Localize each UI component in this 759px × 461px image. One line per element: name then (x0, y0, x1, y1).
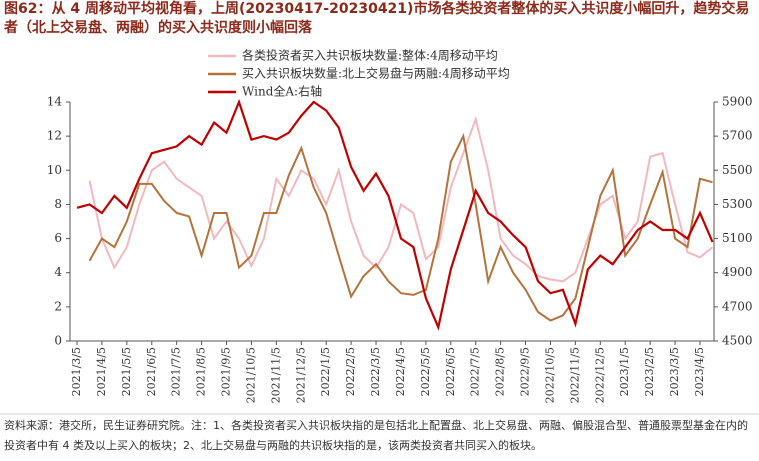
x-tick-label: 2021/4/5 (95, 347, 108, 396)
x-tick-label: 2021/10/5 (244, 347, 257, 403)
x-tick-label: 2022/12/5 (593, 347, 606, 403)
x-tick-label: 2021/6/5 (145, 347, 158, 396)
x-tick-label: 2021/8/5 (195, 347, 208, 396)
y2-tick-label: 5500 (722, 163, 753, 177)
legend-label: Wind全A:右轴 (242, 84, 322, 99)
chart-title: 图62：从 4 周移动平均视角看，上周(20230417-20230421)市场… (4, 1, 750, 36)
y-tick-label: 8 (54, 197, 62, 211)
x-tick-label: 2023/3/5 (668, 347, 681, 396)
x-tick-label: 2022/8/5 (494, 347, 507, 396)
x-tick-label: 2023/1/5 (618, 347, 631, 396)
y2-tick-label: 4700 (722, 299, 753, 313)
legend-label: 买入共识板块数量:北上交易盘与两融:4周移动平均 (242, 66, 510, 81)
x-tick-label: 2021/7/5 (170, 347, 183, 396)
series-line (88, 115, 714, 283)
y2-tick-label: 5300 (722, 197, 753, 211)
x-tick-label: 2022/3/5 (369, 347, 382, 396)
x-tick-label: 2022/10/5 (543, 347, 556, 403)
y2-tick-label: 4500 (722, 334, 753, 348)
y-tick-label: 4 (54, 265, 62, 279)
y-tick-label: 0 (54, 334, 62, 348)
x-tick-label: 2021/5/5 (120, 347, 133, 396)
legend-label: 各类投资者买入共识板块数量:整体:4周移动平均 (242, 48, 498, 63)
y2-tick-label: 5900 (722, 95, 753, 109)
y-tick-label: 12 (47, 129, 62, 143)
x-tick-label: 2021/3/5 (70, 347, 83, 396)
series-line (76, 98, 714, 331)
y-tick-label: 6 (54, 231, 62, 245)
y-tick-label: 10 (47, 163, 62, 177)
y-tick-label: 2 (54, 299, 62, 313)
x-tick-label: 2022/11/5 (568, 347, 581, 403)
x-tick-label: 2021/9/5 (220, 347, 233, 396)
x-tick-label: 2022/7/5 (469, 347, 482, 396)
x-tick-label: 2022/5/5 (419, 347, 432, 396)
x-tick-label: 2022/2/5 (344, 347, 357, 396)
source-note: 资料来源：港交所，民生证券研究院。注：1、各类投资者买入共识板块指的是包括北上配… (4, 419, 748, 452)
x-tick-label: 2022/1/5 (319, 347, 332, 396)
y-tick-label: 14 (47, 95, 63, 109)
x-tick-label: 2023/2/5 (643, 347, 656, 396)
x-tick-label: 2021/11/5 (269, 347, 282, 403)
x-tick-label: 2021/12/5 (294, 347, 307, 403)
x-tick-label: 2022/6/5 (444, 347, 457, 396)
y2-tick-label: 5700 (722, 129, 753, 143)
y2-tick-label: 5100 (722, 231, 753, 245)
y2-tick-label: 4900 (722, 265, 753, 279)
x-tick-label: 2023/4/5 (693, 347, 706, 396)
series-line (88, 132, 713, 322)
x-tick-label: 2022/9/5 (519, 347, 532, 396)
x-tick-label: 2022/4/5 (394, 347, 407, 396)
